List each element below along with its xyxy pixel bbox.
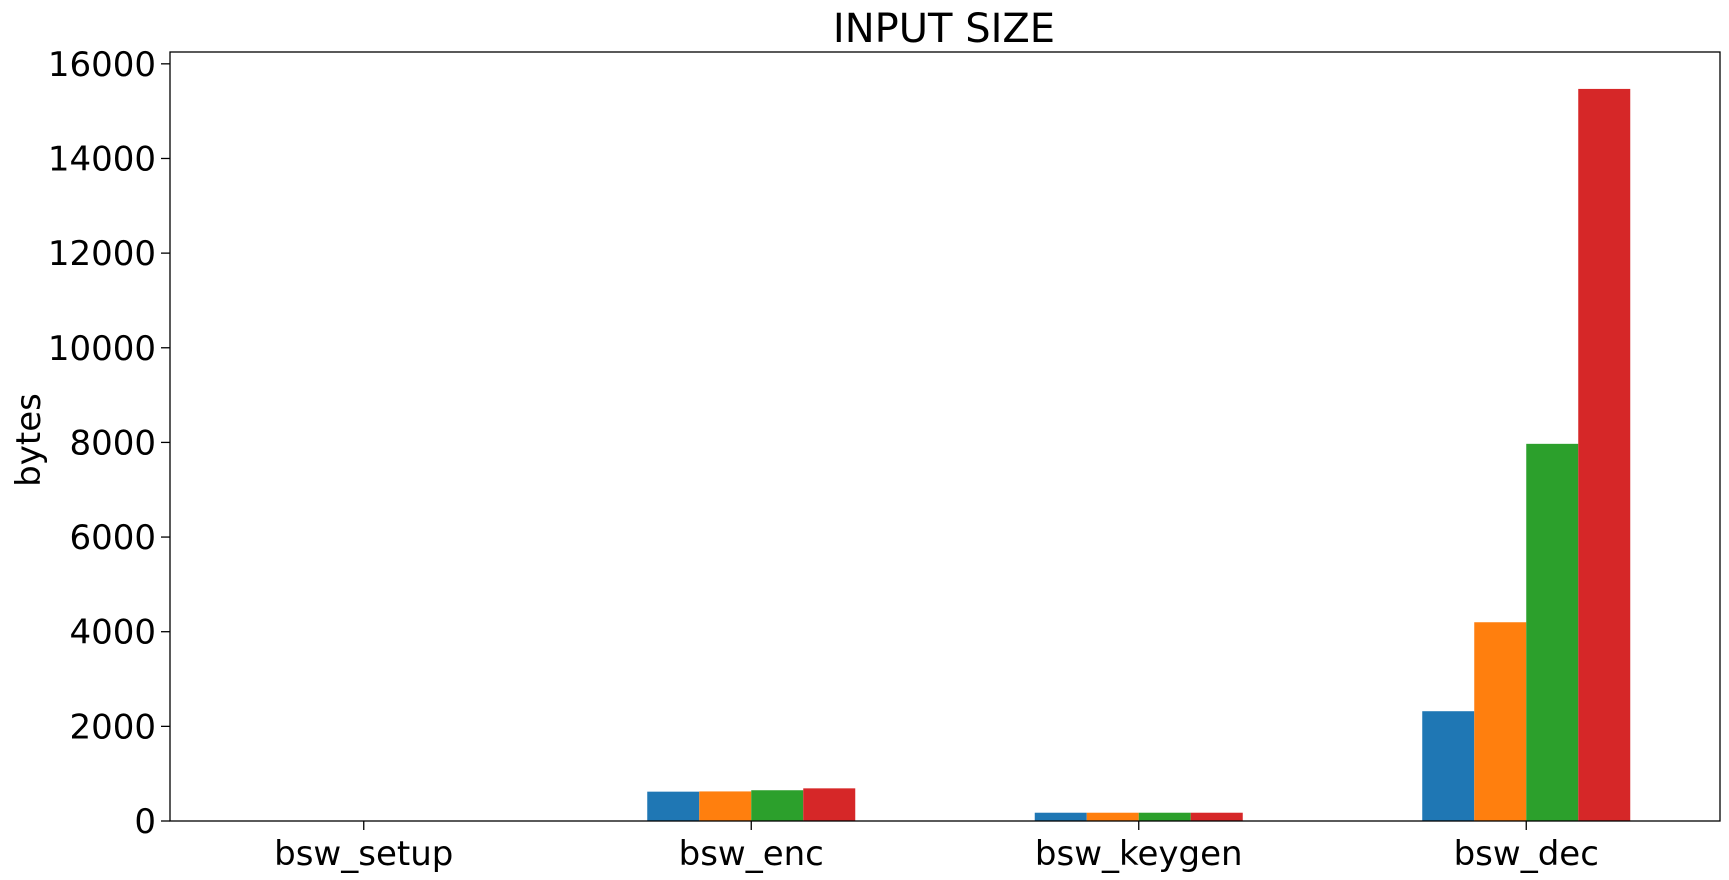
bar-bsw_keygen-s0 [1034, 812, 1087, 821]
y-tick-label: 16000 [48, 45, 156, 85]
bars-layer [647, 88, 1631, 822]
bar-bsw_enc-s2 [751, 790, 804, 821]
chart-title: INPUT SIZE [833, 6, 1055, 52]
y-tick-label: 2000 [69, 707, 156, 747]
y-tick-label: 14000 [48, 139, 156, 179]
bar-bsw_keygen-s1 [1086, 812, 1139, 821]
y-tick-label: 12000 [48, 234, 156, 274]
y-tick-label: 6000 [69, 518, 156, 558]
y-tick-label: 10000 [48, 329, 156, 369]
y-axis-label: bytes [9, 393, 49, 487]
y-tick-label: 0 [134, 802, 156, 842]
y-axis: 0 2000 4000 6000 8000 10000 12000 14000 16000 [48, 45, 170, 842]
bar-bsw_dec-s0 [1422, 711, 1475, 821]
y-tick-label: 4000 [69, 613, 156, 653]
bar-bsw_enc-s3 [803, 788, 856, 821]
x-tick-label-bsw_enc: bsw_enc [679, 834, 824, 874]
bar-bsw_enc-s0 [647, 791, 700, 821]
bar-bsw_dec-s2 [1526, 443, 1579, 821]
bar-bsw_keygen-s2 [1138, 812, 1191, 821]
x-tick-label-bsw_keygen: bsw_keygen [1035, 834, 1243, 874]
bar-bsw_enc-s1 [699, 791, 752, 821]
plot-frame [169, 51, 1721, 822]
bar-bsw_dec-s3 [1578, 88, 1631, 822]
x-tick-label-bsw_setup: bsw_setup [274, 834, 453, 874]
y-tick-label: 8000 [69, 423, 156, 463]
x-tick-label-bsw_dec: bsw_dec [1454, 834, 1599, 874]
bar-bsw_keygen-s3 [1190, 812, 1243, 821]
x-axis: bsw_setup bsw_enc bsw_keygen bsw_dec [274, 821, 1599, 874]
bar-bsw_dec-s1 [1474, 622, 1527, 821]
